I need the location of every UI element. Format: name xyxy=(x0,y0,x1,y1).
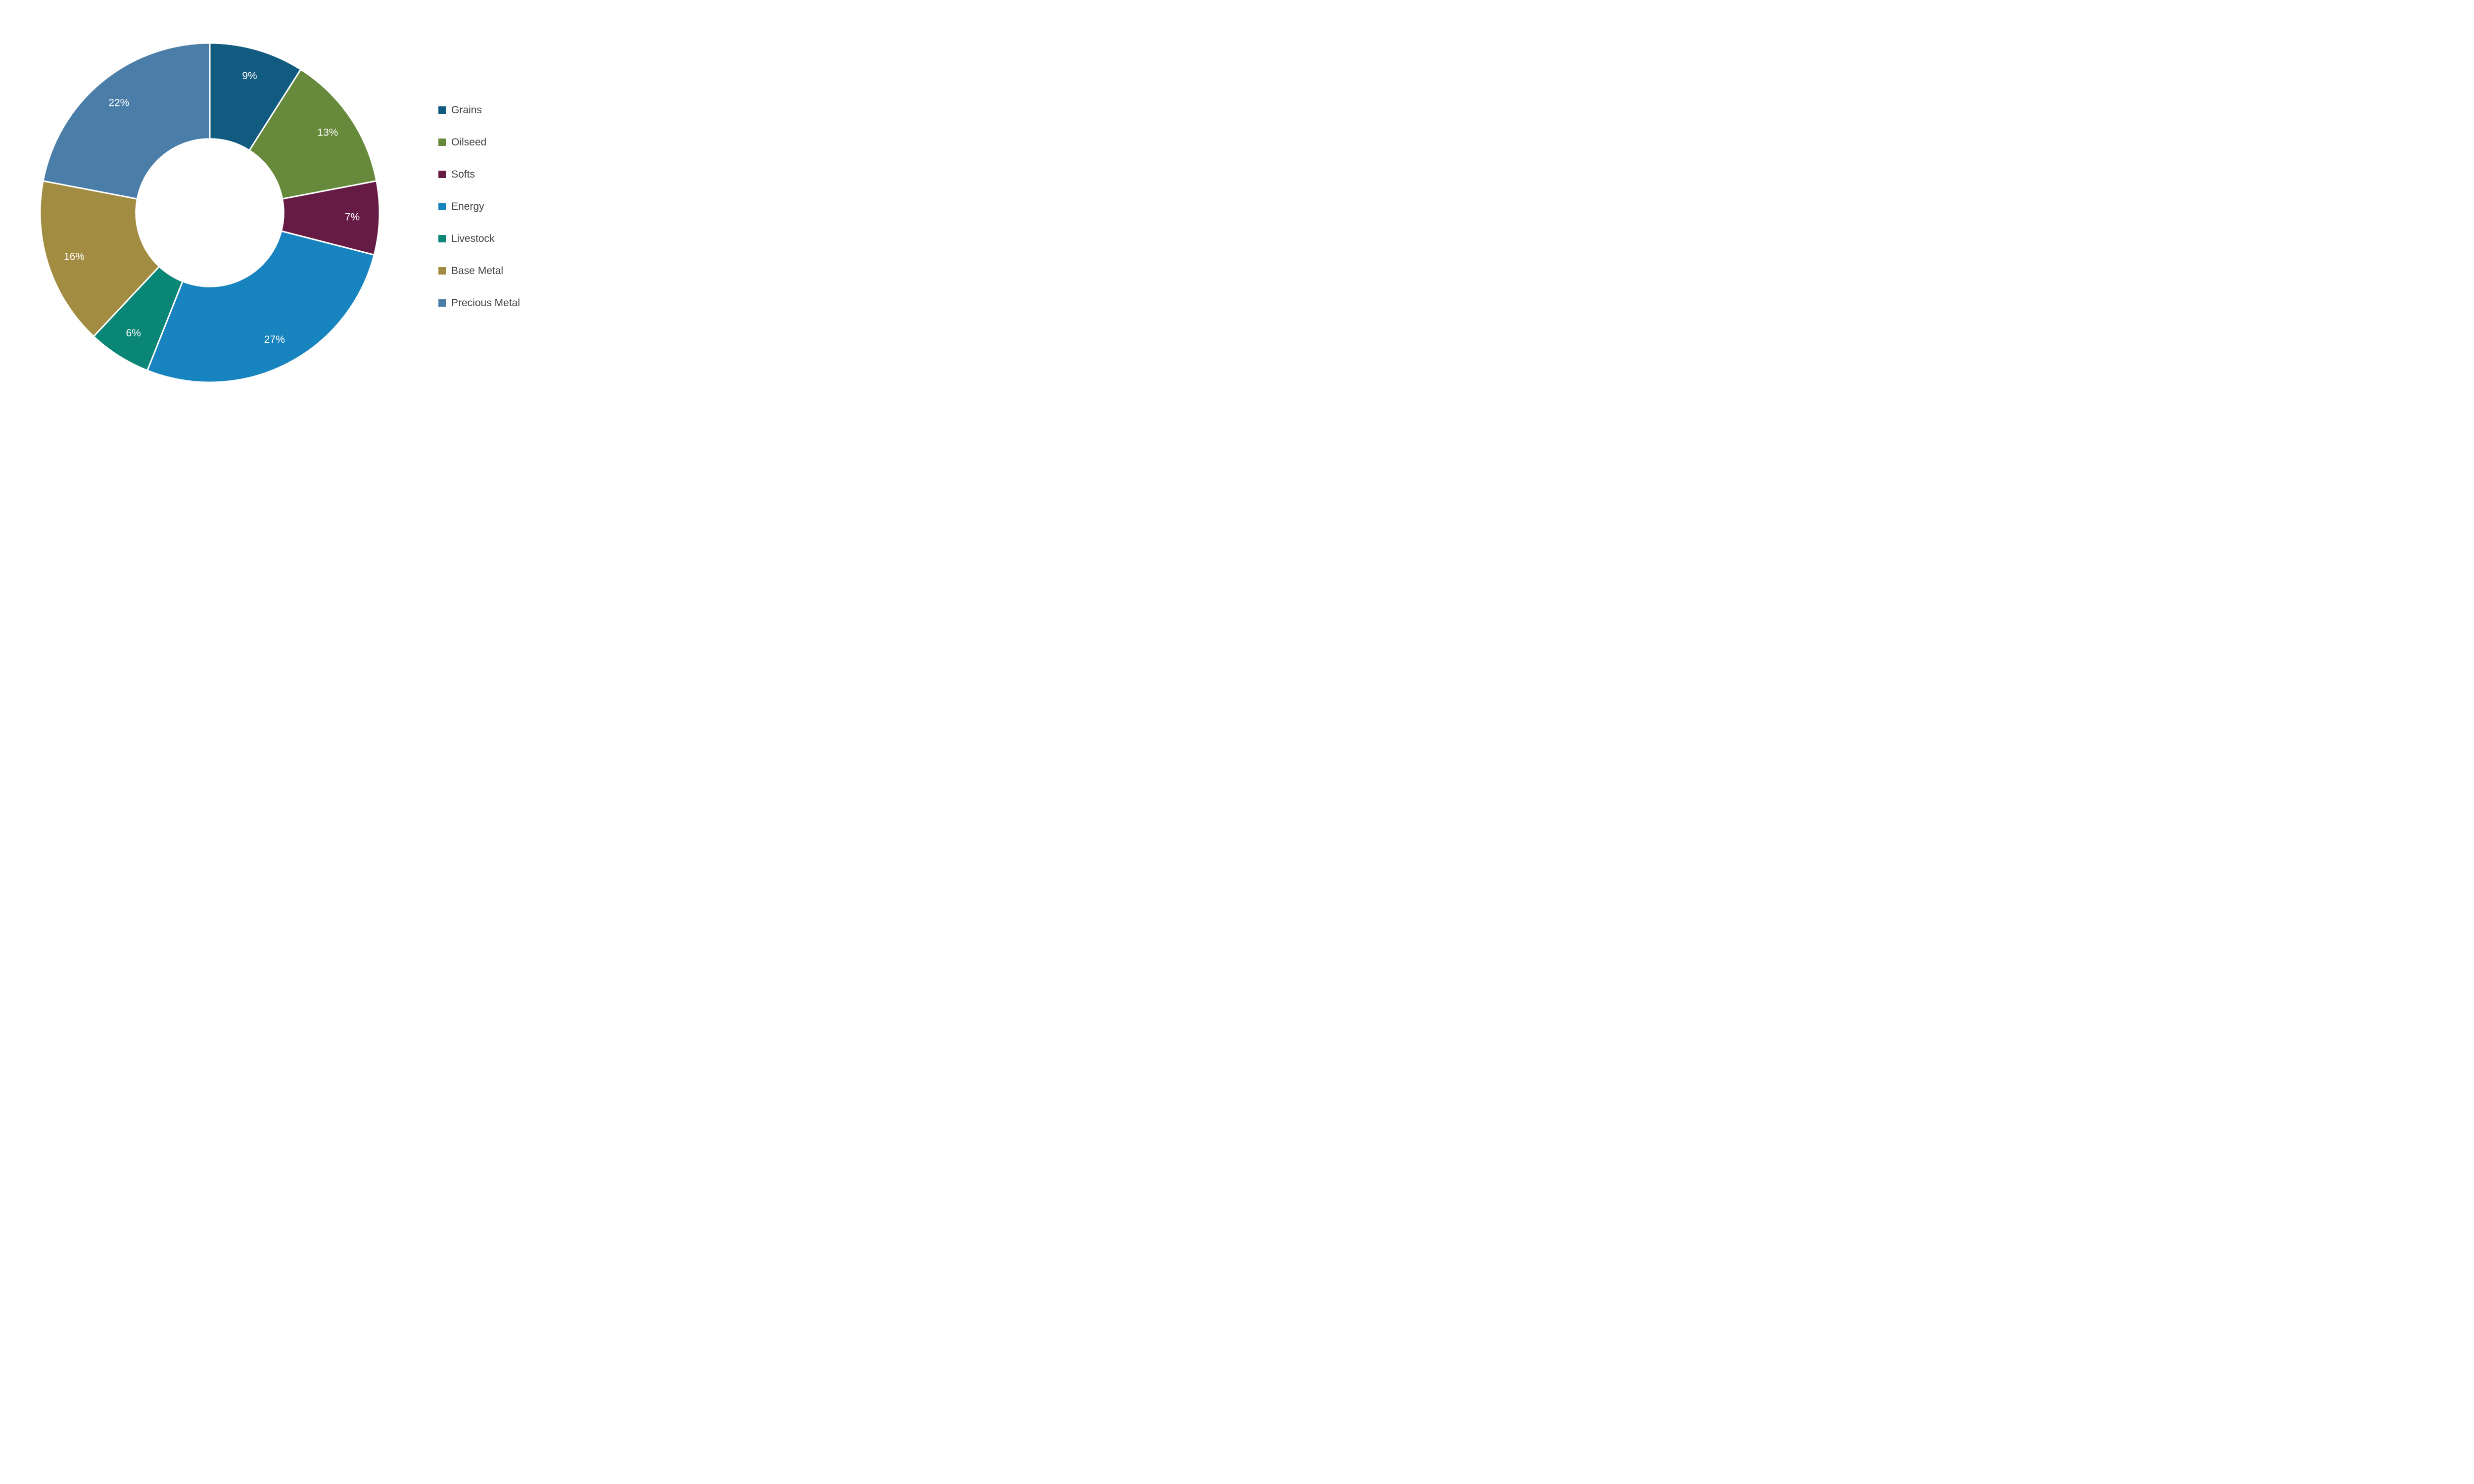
pie-slice-energy xyxy=(146,230,375,383)
legend-label-energy: Energy xyxy=(451,201,484,212)
legend-item-precious-metal: Precious Metal xyxy=(438,298,520,308)
pie-slice-precious-metal xyxy=(42,42,211,200)
chart-legend: Grains Oilseed Softs Energy Livestock Base Me… xyxy=(438,105,520,308)
legend-swatch-precious-metal xyxy=(438,299,446,307)
legend-label-softs: Softs xyxy=(451,169,475,180)
legend-swatch-livestock xyxy=(438,235,446,242)
legend-item-grains: Grains xyxy=(438,105,520,115)
slice-label-softs: 7% xyxy=(345,212,360,223)
legend-item-base-metal: Base Metal xyxy=(438,266,520,276)
legend-label-precious-metal: Precious Metal xyxy=(451,297,520,309)
slice-label-energy: 27% xyxy=(264,334,285,345)
slice-label-oilseed: 13% xyxy=(317,127,338,139)
pie-slice-oilseed xyxy=(248,68,378,200)
legend-item-energy: Energy xyxy=(438,201,520,212)
chart-canvas: 9% 13% 7% 27% 6% 16% 22% Grains Oilseed Softs Ene… xyxy=(0,0,764,429)
legend-item-softs: Softs xyxy=(438,169,520,180)
legend-label-grains: Grains xyxy=(451,104,482,116)
slice-label-precious-metal: 22% xyxy=(108,97,129,109)
legend-label-oilseed: Oilseed xyxy=(451,137,487,148)
legend-swatch-oilseed xyxy=(438,139,446,146)
legend-label-livestock: Livestock xyxy=(451,233,495,244)
donut-chart: 9% 13% 7% 27% 6% 16% 22% xyxy=(39,42,381,383)
legend-item-livestock: Livestock xyxy=(438,233,520,244)
pie-slice-base-metal xyxy=(39,180,160,337)
legend-swatch-grains xyxy=(438,106,446,114)
legend-swatch-energy xyxy=(438,203,446,210)
legend-swatch-base-metal xyxy=(438,267,446,275)
slice-label-livestock: 6% xyxy=(126,327,141,339)
legend-item-oilseed: Oilseed xyxy=(438,137,520,147)
legend-swatch-softs xyxy=(438,171,446,178)
slice-label-base-metal: 16% xyxy=(64,251,85,263)
legend-label-base-metal: Base Metal xyxy=(451,265,504,277)
slice-label-grains: 9% xyxy=(242,70,257,82)
